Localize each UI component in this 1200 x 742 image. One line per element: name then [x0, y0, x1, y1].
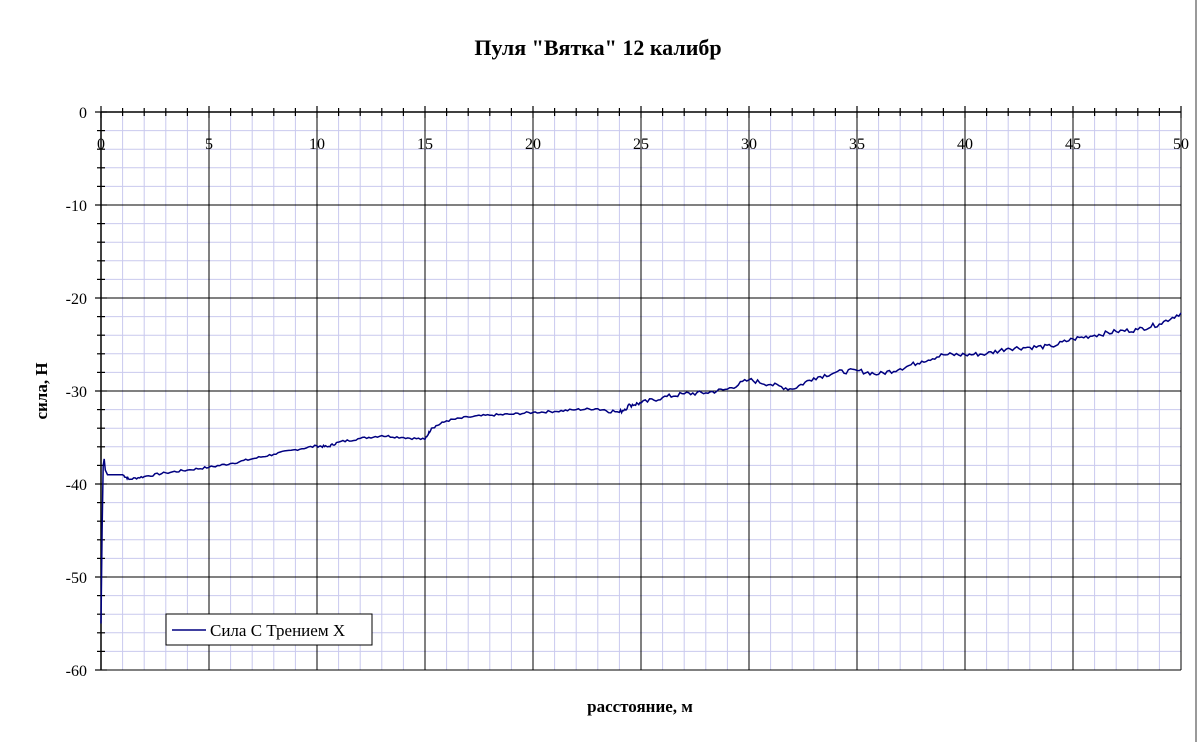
y-tick-label: -40 — [66, 477, 87, 494]
chart-title: Пуля "Вятка" 12 калибр — [474, 35, 721, 60]
x-tick-label: 30 — [741, 136, 757, 153]
legend: Сила С Трением X — [165, 613, 373, 646]
x-tick-label: 45 — [1065, 136, 1081, 153]
y-tick-label: -10 — [66, 198, 87, 215]
x-axis-title: расстояние, м — [587, 697, 693, 716]
y-tick-labels: 0 -10 -20 -30 -40 -50 -60 — [66, 105, 87, 680]
series-line — [100, 312, 1182, 624]
x-tick-label: 20 — [525, 136, 541, 153]
x-tick-label: 5 — [205, 136, 213, 153]
x-tick-label: 25 — [633, 136, 649, 153]
x-tick-label: 50 — [1173, 136, 1189, 153]
y-tick-label: 0 — [79, 105, 87, 122]
x-tick-labels: 0 5 10 15 20 25 30 35 40 45 50 — [97, 136, 1189, 153]
legend-label: Сила С Трением X — [210, 621, 345, 640]
x-tick-label: 40 — [957, 136, 973, 153]
x-tick-label: 10 — [309, 136, 325, 153]
series-layer — [100, 312, 1182, 624]
axes — [95, 106, 1182, 671]
y-axis-title: сила, Н — [32, 362, 51, 419]
y-tick-label: -30 — [66, 384, 87, 401]
x-tick-label: 15 — [417, 136, 433, 153]
y-tick-label: -50 — [66, 570, 87, 587]
x-tick-label: 0 — [97, 136, 105, 153]
x-tick-label: 35 — [849, 136, 865, 153]
y-tick-label: -60 — [66, 663, 87, 680]
y-tick-label: -20 — [66, 291, 87, 308]
